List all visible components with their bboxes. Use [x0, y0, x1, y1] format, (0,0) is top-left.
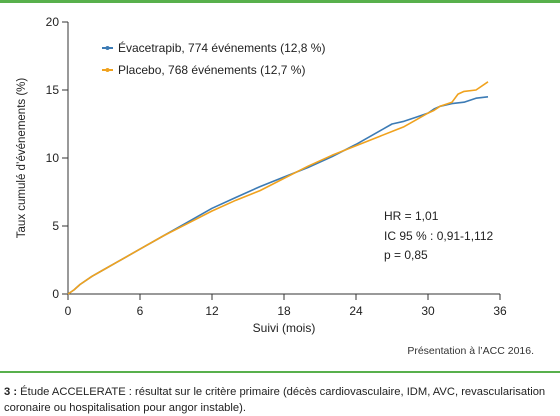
legend-marker: [105, 68, 110, 72]
stats-annotation-line: p = 0,85: [384, 248, 428, 262]
caption-line-2: coronaire ou hospitalisation pour angor …: [4, 402, 246, 414]
y-axis-label: Taux cumulé d’événements (%): [16, 78, 28, 239]
y-tick-label: 15: [46, 83, 60, 97]
series-line-placebo: [67, 81, 489, 295]
legend-label: Évacetrapib, 774 événements (12,8 %): [118, 40, 325, 55]
caption-rule: [0, 371, 560, 373]
x-tick-label: 24: [349, 304, 363, 318]
figure-caption: 3 : Étude ACCELERATE : résultat sur le c…: [4, 384, 545, 416]
stats-annotation-line: IC 95 % : 0,91-1,112: [384, 229, 494, 243]
y-tick-label: 5: [52, 219, 59, 233]
x-tick-label: 36: [493, 304, 507, 318]
legend-label: Placebo, 768 événements (12,7 %): [118, 63, 305, 77]
chart: 0 5 10 15 20 0 6 12 18 24 30 36 Suivi (mois) Taux cum…: [16, 15, 507, 335]
x-tick-label: 12: [205, 304, 219, 318]
legend-marker: [105, 46, 110, 50]
caption-line-1: Étude ACCELERATE : résultat sur le critè…: [17, 386, 546, 398]
top-rule: [0, 0, 560, 3]
y-tick-label: 0: [52, 287, 59, 301]
x-tick-label: 18: [277, 304, 291, 318]
y-tick-label: 20: [46, 15, 60, 29]
y-tick-label: 10: [46, 151, 60, 165]
series-line-evacetrapib: [67, 96, 489, 295]
x-tick-label: 30: [421, 304, 435, 318]
stats-annotation-line: HR = 1,01: [384, 209, 439, 223]
source-note: Présentation à l’ACC 2016.: [407, 345, 534, 357]
x-axis-label: Suivi (mois): [253, 321, 316, 335]
x-tick-label: 6: [137, 304, 144, 318]
x-tick-label: 0: [65, 304, 72, 318]
figure-number: 3 :: [4, 386, 18, 398]
